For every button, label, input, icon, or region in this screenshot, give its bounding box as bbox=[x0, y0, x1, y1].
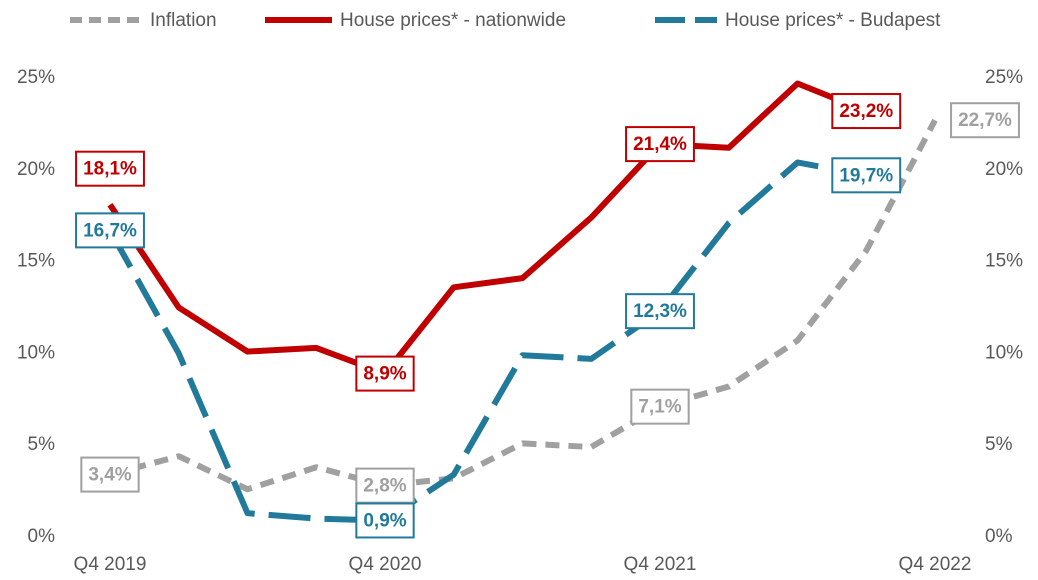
data-label-box bbox=[625, 126, 695, 163]
data-label-text: 8,9% bbox=[363, 364, 406, 385]
data-label-box bbox=[950, 102, 1020, 139]
data-label-box bbox=[831, 93, 902, 130]
x-tick-label: Q4 2021 bbox=[624, 554, 697, 575]
y-tick-label: 25% bbox=[17, 67, 55, 88]
data-label: 22,7% bbox=[950, 102, 1020, 139]
legend-label: House prices* - Budapest bbox=[725, 10, 941, 31]
data-label-box bbox=[355, 502, 415, 539]
data-label-text: 7,1% bbox=[638, 397, 681, 418]
data-label-text: 16,7% bbox=[83, 220, 137, 241]
data-label-text: 22,7% bbox=[958, 110, 1012, 131]
data-label-box bbox=[630, 388, 690, 425]
data-label-box bbox=[75, 150, 145, 187]
data-label-text: 2,8% bbox=[363, 476, 406, 497]
data-label-text: 0,9% bbox=[363, 510, 406, 531]
data-label-text: 19,7% bbox=[839, 165, 893, 186]
y2-tick-label: 25% bbox=[985, 67, 1023, 88]
data-label-text: 12,3% bbox=[633, 301, 687, 322]
data-label: 7,1% bbox=[630, 388, 690, 425]
data-label-box bbox=[80, 456, 140, 493]
series-line bbox=[109, 118, 938, 493]
series-line bbox=[107, 159, 867, 524]
y-tick-label: 15% bbox=[17, 251, 55, 272]
data-label: 23,2% bbox=[831, 93, 902, 130]
data-label: 0,9% bbox=[355, 502, 415, 539]
y2-tick-label: 0% bbox=[985, 526, 1013, 547]
data-label-box bbox=[75, 212, 145, 249]
data-label-text: 21,4% bbox=[633, 134, 687, 155]
x-tick-label: Q4 2020 bbox=[349, 554, 422, 575]
y-tick-label: 5% bbox=[28, 434, 56, 455]
y2-tick-label: 20% bbox=[985, 159, 1023, 180]
data-label-box bbox=[355, 355, 415, 392]
data-label: 16,7% bbox=[75, 212, 145, 249]
data-label: 18,1% bbox=[75, 150, 145, 187]
legend-label: Inflation bbox=[150, 10, 217, 31]
data-label-text: 3,4% bbox=[88, 465, 131, 486]
data-label-box bbox=[625, 293, 695, 330]
data-label: 8,9% bbox=[355, 355, 415, 392]
data-label: 3,4% bbox=[80, 456, 140, 493]
data-label: 12,3% bbox=[625, 293, 695, 330]
data-label: 2,8% bbox=[355, 467, 415, 504]
data-label-text: 23,2% bbox=[839, 101, 893, 122]
y2-tick-label: 5% bbox=[985, 434, 1013, 455]
y2-tick-label: 10% bbox=[985, 342, 1023, 363]
y2-tick-label: 15% bbox=[985, 251, 1023, 272]
x-tick-label: Q4 2022 bbox=[899, 554, 972, 575]
x-tick-label: Q4 2019 bbox=[74, 554, 147, 575]
y-tick-label: 20% bbox=[17, 159, 55, 180]
y-tick-label: 10% bbox=[17, 342, 55, 363]
data-label-box bbox=[355, 467, 415, 504]
y-tick-label: 0% bbox=[28, 526, 56, 547]
series-line bbox=[107, 80, 868, 377]
data-label: 19,7% bbox=[831, 157, 902, 194]
data-label-text: 18,1% bbox=[83, 159, 137, 180]
data-label-box bbox=[831, 157, 902, 194]
legend-label: House prices* - nationwide bbox=[340, 10, 566, 31]
data-label: 21,4% bbox=[625, 126, 695, 163]
